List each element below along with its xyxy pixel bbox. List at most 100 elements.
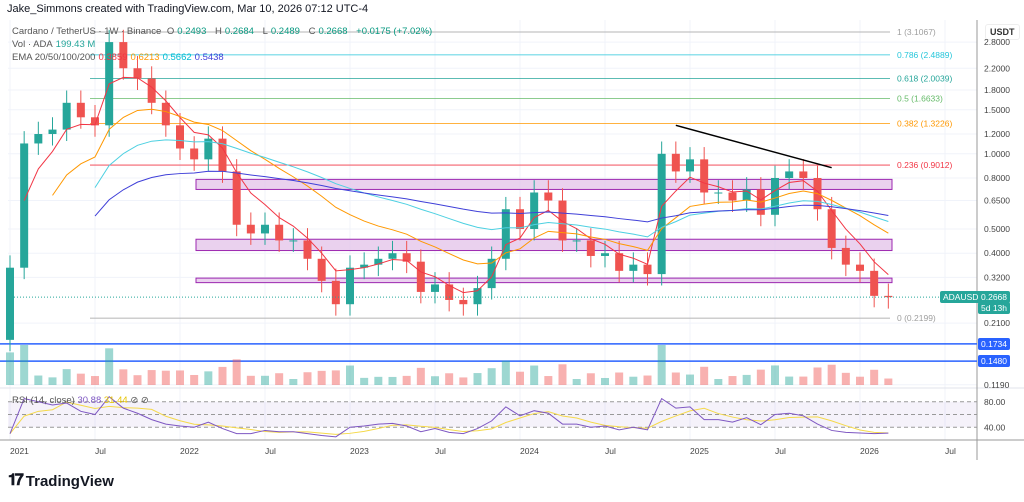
time-tick-label: Jul — [775, 446, 786, 456]
rsi-label[interactable]: RSI (14, close) — [12, 395, 75, 406]
candle — [841, 247, 850, 265]
volume-bar — [870, 369, 879, 385]
candle — [856, 264, 864, 271]
close-value: 0.2668 — [318, 26, 348, 37]
volume-bar — [530, 365, 539, 385]
volume-bar — [756, 369, 765, 385]
candle — [487, 258, 496, 289]
volume-bar — [473, 373, 482, 385]
hidden-icon[interactable]: ⊘ — [140, 395, 149, 406]
candle — [360, 264, 369, 268]
candle — [771, 178, 779, 215]
price-tick-label: 0.5000 — [984, 224, 1010, 234]
candle — [459, 299, 468, 305]
time-tick-label: 2024 — [520, 446, 539, 456]
ema200-value: 0.5438 — [194, 52, 224, 63]
volume-bar — [246, 375, 255, 385]
fib-level-label: 0 (0.2199) — [897, 313, 936, 323]
support-resistance-zone — [195, 238, 893, 252]
ema20-value: 0.3859 — [98, 52, 128, 63]
candle — [388, 253, 397, 259]
high-value: 0.2684 — [224, 26, 254, 37]
volume-bar — [629, 376, 638, 385]
rsi-tick-label: 40.00 — [984, 422, 1006, 432]
volume-bar — [657, 345, 666, 385]
candle — [317, 258, 326, 281]
candle — [558, 200, 567, 241]
time-tick-label: 2023 — [350, 446, 369, 456]
candle — [501, 209, 510, 259]
candle — [48, 129, 57, 135]
volume-bar — [771, 365, 779, 385]
candle — [303, 240, 312, 259]
candle — [714, 192, 723, 194]
candle — [161, 102, 170, 126]
volume-row: Vol · ADA 199.43 M — [12, 38, 435, 51]
volume-bar — [317, 370, 326, 385]
ema100-value: 0.5662 — [162, 52, 192, 63]
volume-bar — [827, 364, 836, 385]
volume-bar — [501, 360, 510, 385]
price-tick-label: 2.2000 — [984, 63, 1010, 73]
volume-bar — [176, 370, 184, 385]
logo-text: TradingView — [25, 472, 114, 490]
symbol-name[interactable]: Cardano / TetherUS · 1W · Binance — [12, 26, 162, 37]
candle — [331, 280, 340, 305]
volume-bar — [374, 376, 383, 385]
volume-bar — [303, 372, 312, 385]
volume-bar — [346, 365, 354, 385]
ema-label[interactable]: EMA 20/50/100/200 — [12, 52, 96, 63]
horizontal-line-price-tag: 0.1734 — [978, 337, 1010, 350]
volume-bar — [445, 373, 454, 385]
fib-level-label: 1 (3.1067) — [897, 27, 936, 37]
volume-bar — [813, 367, 822, 385]
hidden-icon[interactable]: ⊘ — [130, 395, 139, 406]
volume-bar — [841, 372, 850, 385]
volume-bar — [856, 376, 864, 385]
volume-bar — [643, 375, 652, 385]
volume-bar — [91, 376, 99, 385]
fib-level-label: 0.786 (2.4889) — [897, 50, 952, 60]
price-tick-label: 1.5000 — [984, 105, 1010, 115]
candle — [657, 153, 666, 275]
volume-bar — [119, 369, 128, 385]
candle — [402, 253, 411, 262]
time-tick-label: Jul — [265, 446, 276, 456]
candle — [133, 68, 142, 79]
volume-bar — [62, 369, 71, 385]
candle — [246, 224, 255, 234]
candle — [785, 171, 794, 179]
volume-bar — [728, 376, 737, 385]
time-tick-label: 2022 — [180, 446, 199, 456]
rsi-tick-label: 80.00 — [984, 397, 1006, 407]
volume-bar — [289, 379, 298, 385]
price-tick-label: 0.3200 — [984, 272, 1010, 282]
tradingview-logo[interactable]: 𝟏𝟕 TradingView — [8, 472, 114, 490]
candle — [6, 267, 14, 340]
symbol-price-tag: ADAUSDT — [940, 291, 987, 304]
price-tick-label: 1.2000 — [984, 129, 1010, 139]
volume-bar — [572, 379, 581, 385]
candle — [700, 159, 709, 193]
price-tick-label: 0.8000 — [984, 173, 1010, 183]
candle — [473, 288, 482, 305]
support-resistance-zone — [195, 277, 893, 284]
candle — [190, 148, 199, 160]
volume-bar — [700, 366, 709, 385]
candle — [742, 189, 751, 201]
candle — [629, 264, 638, 271]
volume-bar — [884, 378, 893, 385]
volume-bar — [558, 364, 567, 385]
candle — [827, 209, 836, 248]
price-tick-label: 1.0000 — [984, 149, 1010, 159]
volume-bar — [161, 370, 170, 385]
currency-label[interactable]: USDT — [985, 24, 1020, 40]
rsi-line — [9, 395, 889, 438]
candle — [870, 270, 879, 296]
time-tick-label: Jul — [95, 446, 106, 456]
trendline — [675, 124, 832, 169]
volume-label[interactable]: Vol · ADA — [12, 39, 53, 50]
volume-bar — [147, 370, 156, 385]
candle — [572, 240, 581, 242]
